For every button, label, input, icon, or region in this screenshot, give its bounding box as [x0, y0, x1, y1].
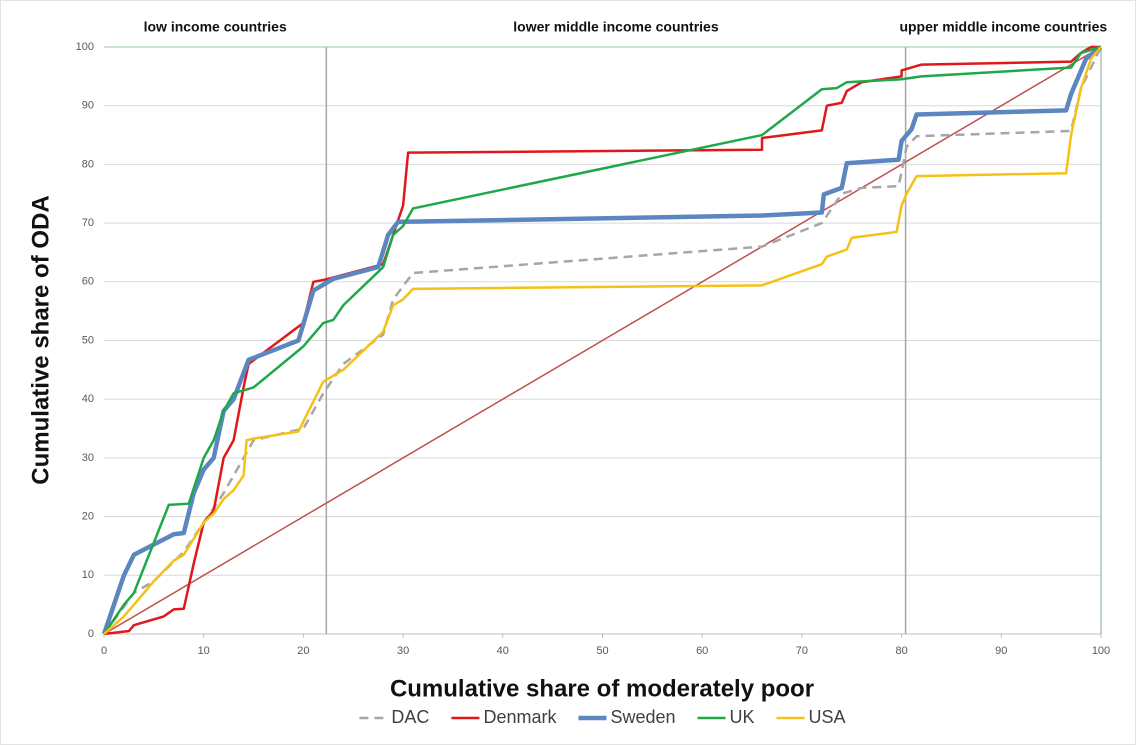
region-label: upper middle income countries	[899, 19, 1107, 35]
x-tick-label: 50	[596, 645, 608, 657]
x-tick-label: 20	[297, 645, 309, 657]
x-tick-label: 70	[796, 645, 808, 657]
x-axis-title: Cumulative share of moderately poor	[390, 675, 814, 702]
x-tick-label: 60	[696, 645, 708, 657]
y-axis-title: Cumulative share of ODA	[27, 195, 54, 484]
y-tick-label: 70	[82, 217, 94, 229]
region-label: lower middle income countries	[513, 19, 719, 35]
y-tick-label: 80	[82, 158, 94, 170]
x-tick-label: 100	[1092, 645, 1110, 657]
series-line	[102, 45, 1102, 635]
legend-label: Sweden	[610, 707, 675, 727]
legend-label: UK	[730, 707, 755, 727]
legend-label: USA	[809, 707, 846, 727]
y-tick-label: 60	[82, 276, 94, 288]
x-tick-label: 90	[995, 645, 1007, 657]
y-tick-label: 0	[88, 628, 94, 640]
legend-label: DAC	[391, 707, 429, 727]
y-tick-label: 50	[82, 334, 94, 346]
x-tick-label: 30	[397, 645, 409, 657]
legend-label: Denmark	[483, 707, 557, 727]
y-tick-label: 40	[82, 393, 94, 405]
legend: DAC Denmark Sweden UK USA	[359, 707, 846, 727]
series-line	[103, 46, 1102, 635]
y-tick-label: 90	[82, 100, 94, 112]
region-label: low income countries	[144, 19, 287, 35]
series-line	[101, 45, 1103, 635]
x-tick-label: 10	[198, 645, 210, 657]
y-tick-label: 100	[76, 41, 94, 53]
y-tick-label: 20	[82, 511, 94, 523]
x-tick-label: 80	[895, 645, 907, 657]
series-line	[103, 46, 1102, 635]
x-tick-label: 0	[101, 645, 107, 657]
y-tick-label: 10	[82, 569, 94, 581]
y-tick-label: 30	[82, 452, 94, 464]
x-tick-label: 40	[497, 645, 509, 657]
